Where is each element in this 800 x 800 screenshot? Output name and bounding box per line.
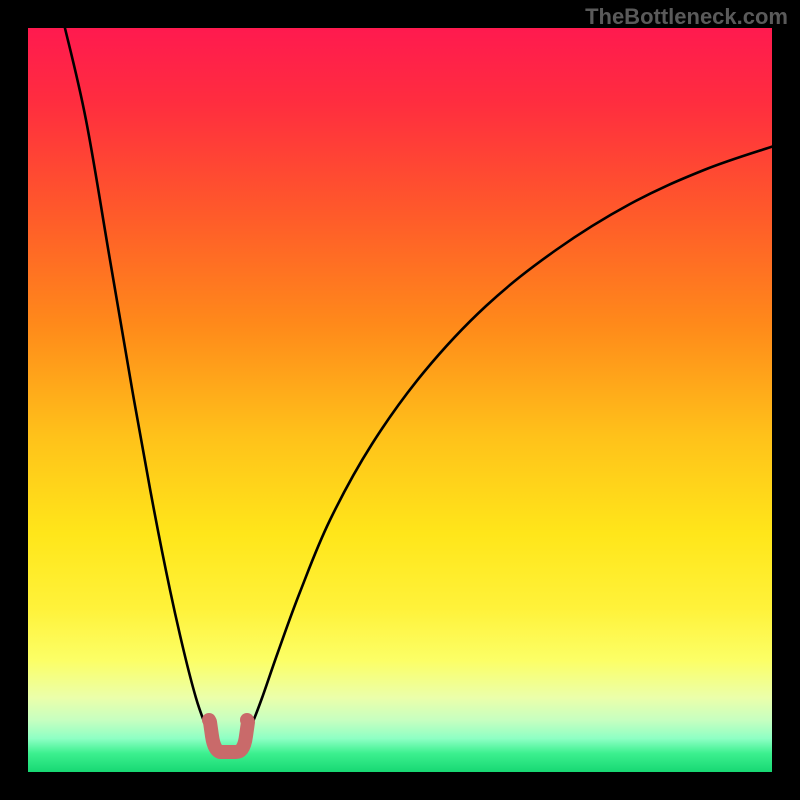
chart-frame: TheBottleneck.com xyxy=(0,0,800,800)
valley-dot xyxy=(240,713,254,727)
gradient-background xyxy=(28,28,772,772)
watermark-text: TheBottleneck.com xyxy=(585,4,788,30)
valley-dot xyxy=(202,713,216,727)
bottleneck-chart xyxy=(0,0,800,800)
